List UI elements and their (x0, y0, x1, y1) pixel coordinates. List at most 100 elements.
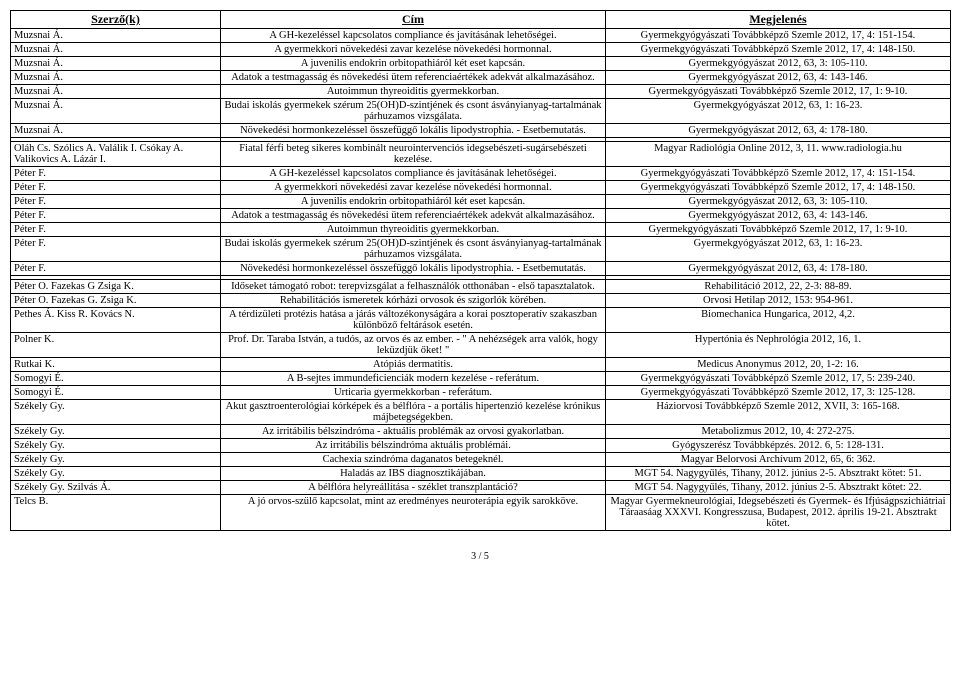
author-cell: Péter F. (11, 195, 221, 209)
author-cell: Székely Gy. (11, 467, 221, 481)
table-row: Székely Gy.Akut gasztroenterológiai kórk… (11, 400, 951, 425)
title-cell: Akut gasztroenterológiai kórképek és a b… (221, 400, 606, 425)
author-cell: Somogyi É. (11, 386, 221, 400)
author-cell: Péter F. (11, 181, 221, 195)
pub-cell: MGT 54. Nagygyűlés, Tihany, 2012. június… (606, 481, 951, 495)
title-cell: A GH-kezeléssel kapcsolatos compliance é… (221, 167, 606, 181)
table-row: Péter F.Autoimmun thyreoiditis gyermekko… (11, 223, 951, 237)
table-row: Péter F.A GH-kezeléssel kapcsolatos comp… (11, 167, 951, 181)
title-cell: A gyermekkori növekedési zavar kezelése … (221, 181, 606, 195)
pub-cell: Gyermekgyógyászat 2012, 63, 4: 178-180. (606, 124, 951, 138)
table-row: Péter O. Fazekas G. Zsiga K.Rehabilitáci… (11, 294, 951, 308)
pub-cell: Gyermekgyógyászati Továbbképző Szemle 20… (606, 85, 951, 99)
pub-cell: Gyógyszerész Továbbképzés. 2012. 6, 5: 1… (606, 439, 951, 453)
table-row: Székely Gy. Szilvás Á.A bélflóra helyreá… (11, 481, 951, 495)
pub-cell: Gyermekgyógyászat 2012, 63, 1: 16-23. (606, 237, 951, 262)
table-row: Polner K.Prof. Dr. Taraba István, a tudó… (11, 333, 951, 358)
pub-cell: Gyermekgyógyászat 2012, 63, 4: 178-180. (606, 262, 951, 276)
title-cell: Adatok a testmagasság és növekedési ütem… (221, 71, 606, 85)
author-cell: Polner K. (11, 333, 221, 358)
pub-cell: Magyar Gyermekneurológiai, Idegsebészeti… (606, 495, 951, 531)
pub-cell: Gyermekgyógyászati Továbbképző Szemle 20… (606, 372, 951, 386)
title-cell: Atópiás dermatitis. (221, 358, 606, 372)
pub-cell: Gyermekgyógyászat 2012, 63, 4: 143-146. (606, 209, 951, 223)
table-row: Muzsnai Á.Budai iskolás gyermekek szérum… (11, 99, 951, 124)
title-cell: Az irritábilis bélszindróma aktuális pro… (221, 439, 606, 453)
author-cell: Muzsnai Á. (11, 124, 221, 138)
author-cell: Székely Gy. (11, 425, 221, 439)
title-cell: A bélflóra helyreállítása - széklet tran… (221, 481, 606, 495)
pub-cell: Gyermekgyógyászat 2012, 63, 4: 143-146. (606, 71, 951, 85)
table-row: Muzsnai Á.A gyermekkori növekedési zavar… (11, 43, 951, 57)
table-row: Péter F.A gyermekkori növekedési zavar k… (11, 181, 951, 195)
table-row: Muzsnai Á.A juvenilis endokrin orbitopat… (11, 57, 951, 71)
pub-cell: Magyar Belorvosi Archívum 2012, 65, 6: 3… (606, 453, 951, 467)
pub-cell: Orvosi Hetilap 2012, 153: 954-961. (606, 294, 951, 308)
table-row: Székely Gy.Az irritábilis bélszindróma -… (11, 425, 951, 439)
author-cell: Péter F. (11, 262, 221, 276)
author-cell: Muzsnai Á. (11, 99, 221, 124)
header-author: Szerző(k) (11, 11, 221, 29)
author-cell: Rutkai K. (11, 358, 221, 372)
author-cell: Muzsnai Á. (11, 71, 221, 85)
author-cell: Székely Gy. (11, 400, 221, 425)
title-cell: A gyermekkori növekedési zavar kezelése … (221, 43, 606, 57)
table-row: Péter F.Növekedési hormonkezeléssel össz… (11, 262, 951, 276)
header-pub: Megjelenés (606, 11, 951, 29)
author-cell: Muzsnai Á. (11, 57, 221, 71)
table-row: Székely Gy.Az irritábilis bélszindróma a… (11, 439, 951, 453)
author-cell: Péter F. (11, 223, 221, 237)
table-row: Somogyi É.Urticaria gyermekkorban - refe… (11, 386, 951, 400)
title-cell: Adatok a testmagasság és növekedési ütem… (221, 209, 606, 223)
header-title: Cím (221, 11, 606, 29)
table-row: Székely Gy.Haladás az IBS diagnosztikájá… (11, 467, 951, 481)
table-row: Péter F.Adatok a testmagasság és növeked… (11, 209, 951, 223)
author-cell: Muzsnai Á. (11, 85, 221, 99)
title-cell: A jó orvos-szülő kapcsolat, mint az ered… (221, 495, 606, 531)
title-cell: Rehabilitációs ismeretek kórházi orvosok… (221, 294, 606, 308)
author-cell: Péter F. (11, 209, 221, 223)
pub-cell: Gyermekgyógyászati Továbbképző Szemle 20… (606, 43, 951, 57)
author-cell: Péter F. (11, 167, 221, 181)
author-cell: Telcs B. (11, 495, 221, 531)
author-cell: Somogyi É. (11, 372, 221, 386)
author-cell: Pethes Á. Kiss R. Kovács N. (11, 308, 221, 333)
table-row: Muzsnai Á.Növekedési hormonkezeléssel ös… (11, 124, 951, 138)
table-row: Muzsnai Á.Adatok a testmagasság és növek… (11, 71, 951, 85)
page-number: 3 / 5 (10, 551, 950, 562)
title-cell: Növekedési hormonkezeléssel összefüggő l… (221, 262, 606, 276)
author-cell: Székely Gy. Szilvás Á. (11, 481, 221, 495)
table-row: Telcs B.A jó orvos-szülő kapcsolat, mint… (11, 495, 951, 531)
title-cell: Budai iskolás gyermekek szérum 25(OH)D-s… (221, 237, 606, 262)
pub-cell: Gyermekgyógyászat 2012, 63, 3: 105-110. (606, 57, 951, 71)
title-cell: Urticaria gyermekkorban - referátum. (221, 386, 606, 400)
title-cell: Fiatal férfi beteg sikeres kombinált neu… (221, 142, 606, 167)
author-cell: Muzsnai Á. (11, 29, 221, 43)
author-cell: Oláh Cs. Szólics A. Valálik I. Csókay A.… (11, 142, 221, 167)
title-cell: Prof. Dr. Taraba István, a tudós, az orv… (221, 333, 606, 358)
pub-cell: Hypertónia és Nephrológia 2012, 16, 1. (606, 333, 951, 358)
author-cell: Péter O. Fazekas G. Zsiga K. (11, 294, 221, 308)
title-cell: Növekedési hormonkezeléssel összefüggő l… (221, 124, 606, 138)
pub-cell: Gyermekgyógyászati Továbbképző Szemle 20… (606, 29, 951, 43)
author-cell: Péter O. Fazekas G Zsiga K. (11, 280, 221, 294)
author-cell: Székely Gy. (11, 453, 221, 467)
pub-cell: Gyermekgyógyászati Továbbképző Szemle 20… (606, 386, 951, 400)
title-cell: Időseket támogató robot: terepvizsgálat … (221, 280, 606, 294)
pub-cell: Metabolizmus 2012, 10, 4: 272-275. (606, 425, 951, 439)
title-cell: A B-sejtes immundeficienciák modern keze… (221, 372, 606, 386)
pub-cell: Gyermekgyógyászat 2012, 63, 1: 16-23. (606, 99, 951, 124)
pub-cell: Medicus Anonymus 2012, 20, 1-2: 16. (606, 358, 951, 372)
title-cell: Budai iskolás gyermekek szérum 25(OH)D-s… (221, 99, 606, 124)
publications-table: Szerző(k) Cím Megjelenés Muzsnai Á.A GH-… (10, 10, 951, 531)
pub-cell: Magyar Radiológia Online 2012, 3, 11. ww… (606, 142, 951, 167)
pub-cell: Gyermekgyógyászati Továbbképző Szemle 20… (606, 223, 951, 237)
title-cell: A juvenilis endokrin orbitopathiáról két… (221, 195, 606, 209)
table-row: Muzsnai Á.A GH-kezeléssel kapcsolatos co… (11, 29, 951, 43)
author-cell: Muzsnai Á. (11, 43, 221, 57)
table-row: Muzsnai Á.Autoimmun thyreoiditis gyermek… (11, 85, 951, 99)
table-row: Oláh Cs. Szólics A. Valálik I. Csókay A.… (11, 142, 951, 167)
title-cell: Haladás az IBS diagnosztikájában. (221, 467, 606, 481)
pub-cell: MGT 54. Nagygyűlés, Tihany, 2012. június… (606, 467, 951, 481)
title-cell: A GH-kezeléssel kapcsolatos compliance é… (221, 29, 606, 43)
